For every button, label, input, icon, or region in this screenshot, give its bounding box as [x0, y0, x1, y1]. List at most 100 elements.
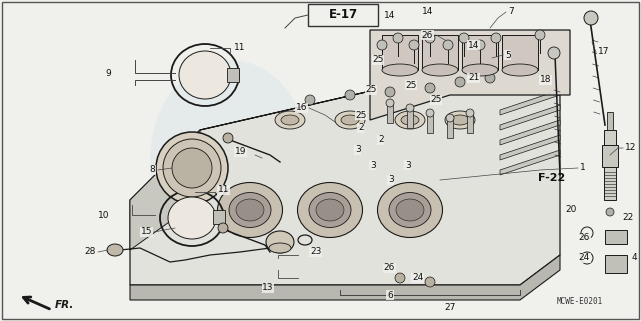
Polygon shape: [500, 150, 560, 175]
Text: 13: 13: [262, 283, 274, 292]
Circle shape: [386, 99, 394, 107]
Circle shape: [377, 40, 387, 50]
Text: 22: 22: [622, 213, 633, 222]
Text: MCWE-E0201: MCWE-E0201: [557, 298, 603, 307]
Text: 25: 25: [365, 85, 376, 94]
Ellipse shape: [266, 231, 294, 253]
Polygon shape: [130, 130, 200, 250]
Ellipse shape: [297, 183, 363, 238]
Polygon shape: [370, 30, 570, 120]
Ellipse shape: [422, 64, 458, 76]
Circle shape: [406, 104, 414, 112]
Polygon shape: [200, 65, 560, 130]
Text: F-22: F-22: [538, 173, 565, 183]
Ellipse shape: [309, 193, 351, 228]
Polygon shape: [130, 255, 560, 300]
Ellipse shape: [275, 111, 305, 129]
Text: 7: 7: [508, 7, 513, 16]
Ellipse shape: [163, 139, 221, 197]
Ellipse shape: [502, 64, 538, 76]
Text: 14: 14: [422, 7, 433, 16]
Circle shape: [218, 223, 228, 233]
Circle shape: [426, 109, 434, 117]
Text: 24: 24: [579, 254, 590, 263]
Ellipse shape: [156, 132, 228, 204]
Text: 3: 3: [355, 145, 361, 154]
Ellipse shape: [269, 243, 291, 253]
Circle shape: [548, 47, 560, 59]
Bar: [447, 118, 453, 138]
Ellipse shape: [150, 60, 310, 260]
Circle shape: [485, 73, 495, 83]
Circle shape: [425, 277, 435, 287]
Text: 8: 8: [149, 166, 155, 175]
Circle shape: [459, 33, 469, 43]
Circle shape: [446, 114, 454, 122]
Polygon shape: [500, 135, 560, 160]
Text: 25: 25: [405, 81, 417, 90]
Circle shape: [305, 95, 315, 105]
Text: 25: 25: [430, 96, 442, 105]
Text: 11: 11: [234, 44, 246, 53]
Ellipse shape: [341, 115, 359, 125]
Text: 2: 2: [378, 135, 383, 144]
Circle shape: [345, 90, 355, 100]
Circle shape: [535, 30, 545, 40]
Ellipse shape: [396, 199, 424, 221]
Polygon shape: [500, 120, 560, 145]
Text: 9: 9: [105, 68, 111, 77]
Ellipse shape: [229, 193, 271, 228]
Bar: [308, 4, 378, 26]
Bar: [462, 35, 498, 70]
Text: 26: 26: [383, 264, 395, 273]
Text: 15: 15: [140, 228, 152, 237]
Circle shape: [409, 40, 419, 50]
Polygon shape: [500, 90, 560, 115]
Text: 21: 21: [468, 74, 479, 82]
Bar: [604, 130, 616, 200]
Ellipse shape: [451, 115, 469, 125]
Text: 2: 2: [358, 124, 363, 133]
Text: 23: 23: [310, 247, 321, 256]
Text: 18: 18: [540, 75, 551, 84]
Bar: [467, 113, 473, 133]
Ellipse shape: [316, 199, 344, 221]
Text: 16: 16: [296, 103, 307, 112]
Text: 20: 20: [565, 205, 576, 214]
Text: 11: 11: [218, 186, 229, 195]
Bar: [605, 230, 627, 244]
Text: 17: 17: [598, 48, 610, 56]
Text: 3: 3: [388, 176, 394, 185]
Ellipse shape: [281, 115, 299, 125]
Text: 27: 27: [444, 303, 456, 313]
Polygon shape: [500, 105, 560, 130]
Ellipse shape: [378, 183, 442, 238]
Text: 10: 10: [98, 211, 110, 220]
Text: 25: 25: [372, 56, 383, 65]
Text: 28: 28: [85, 247, 96, 256]
Ellipse shape: [395, 111, 425, 129]
Ellipse shape: [168, 197, 216, 239]
Ellipse shape: [236, 199, 264, 221]
Circle shape: [385, 87, 395, 97]
Circle shape: [425, 83, 435, 93]
Bar: [213, 210, 225, 224]
Ellipse shape: [179, 51, 231, 99]
Circle shape: [443, 40, 453, 50]
Text: 6: 6: [387, 291, 393, 299]
Ellipse shape: [389, 193, 431, 228]
Ellipse shape: [217, 183, 283, 238]
Text: 3: 3: [405, 160, 411, 169]
Bar: [607, 112, 613, 130]
Polygon shape: [130, 90, 560, 285]
Circle shape: [584, 11, 598, 25]
Circle shape: [395, 273, 405, 283]
Text: 5: 5: [505, 50, 511, 59]
Text: 25: 25: [355, 110, 367, 119]
Text: 4: 4: [632, 254, 638, 263]
Ellipse shape: [172, 148, 212, 188]
Bar: [382, 35, 418, 70]
Text: 26: 26: [579, 233, 590, 242]
Text: 12: 12: [625, 143, 637, 152]
Ellipse shape: [445, 111, 475, 129]
